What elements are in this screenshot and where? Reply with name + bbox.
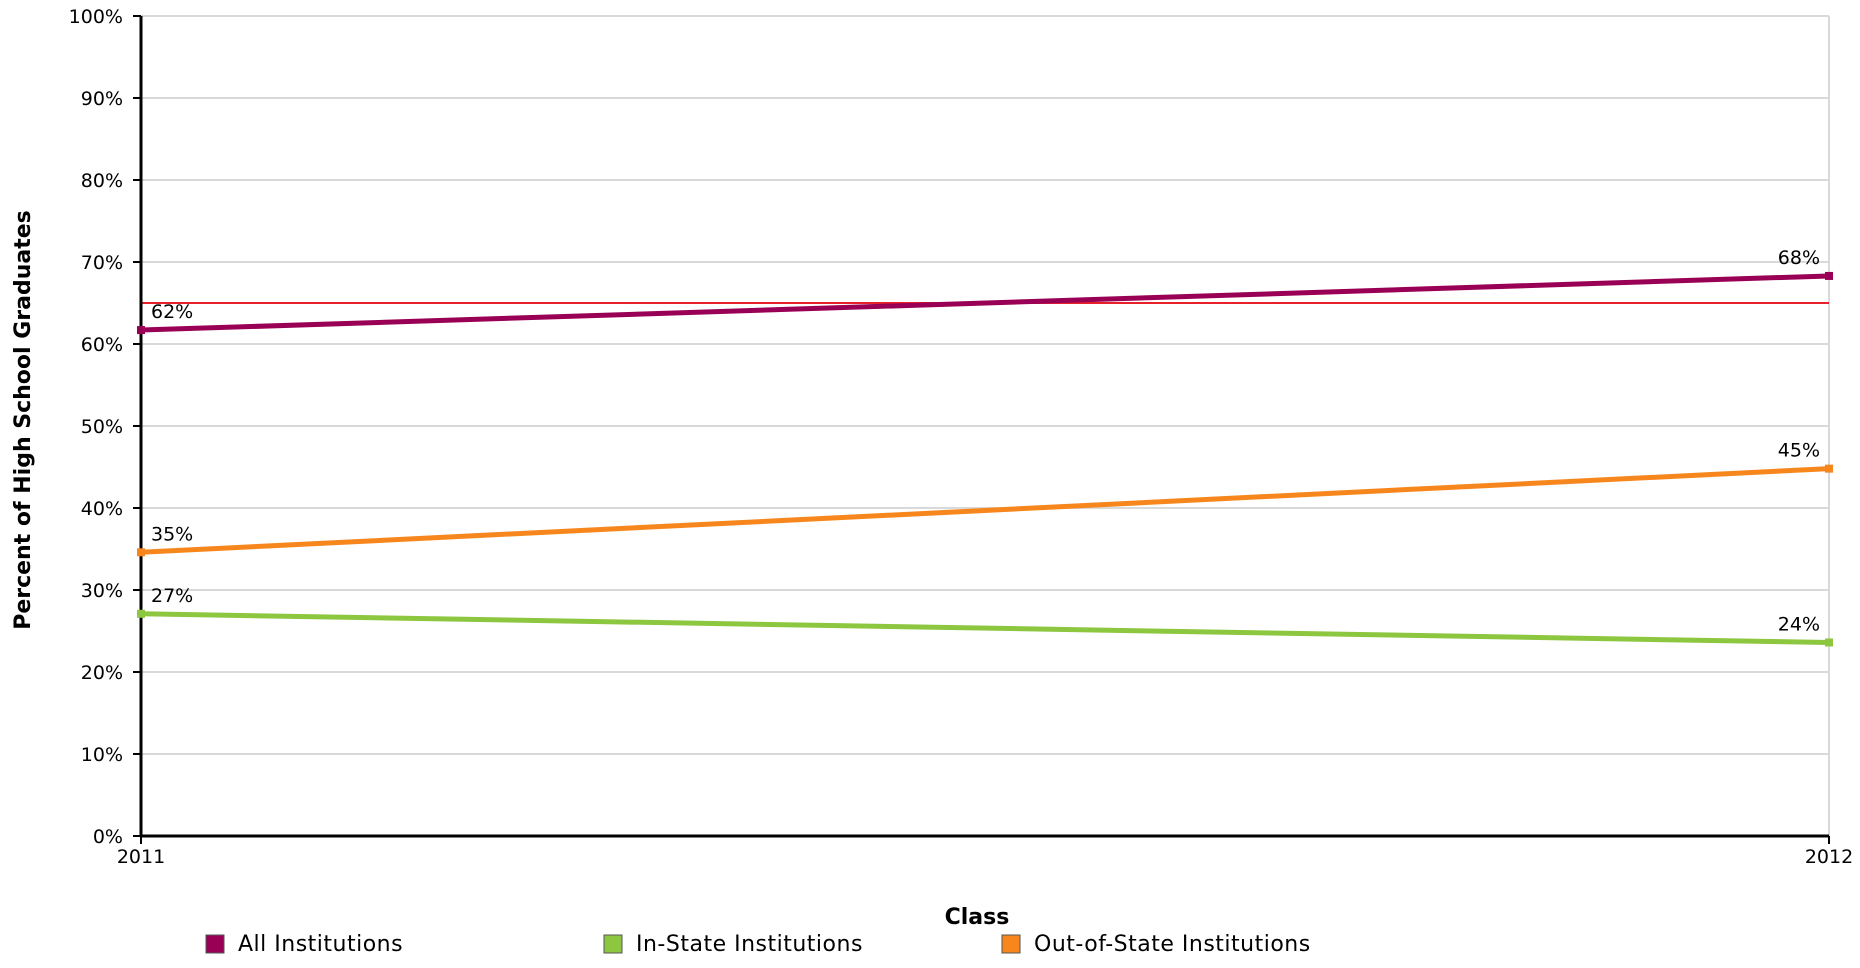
legend-swatch	[205, 934, 225, 954]
data-point	[1825, 271, 1833, 280]
y-tick-label: 30%	[81, 580, 123, 602]
data-point	[1825, 464, 1833, 473]
data-label: 35%	[151, 523, 193, 545]
legend-swatch	[1001, 934, 1021, 954]
legend-swatch	[603, 934, 623, 954]
y-tick-label: 70%	[81, 252, 123, 274]
data-label: 62%	[151, 301, 193, 323]
legend-label: In-State Institutions	[636, 932, 863, 957]
legend-label: All Institutions	[238, 932, 403, 957]
y-tick-label: 80%	[81, 170, 123, 192]
y-tick-label: 90%	[81, 88, 123, 110]
x-tick-label: 2011	[117, 846, 165, 868]
series-line	[140, 466, 1830, 555]
data-label: 27%	[151, 585, 193, 607]
data-label: 68%	[1778, 247, 1820, 269]
y-tick-label: 60%	[81, 334, 123, 356]
axes: 0% 10% 20% 30% 40% 50% 60% 70% 80% 90% 100% 2011 201…	[69, 6, 1854, 868]
data-point	[1825, 638, 1833, 647]
data-point	[137, 548, 145, 557]
data-label: 45%	[1778, 440, 1820, 462]
y-tick-label: 50%	[81, 416, 123, 438]
series-line	[140, 273, 1830, 333]
data-labels: 62% 68% 27% 24% 35% 45%	[151, 247, 1820, 636]
y-tick-label: 20%	[81, 662, 123, 684]
y-tick-label: 0%	[93, 826, 123, 848]
data-point	[137, 609, 145, 618]
legend: All Institutions In-State Institutions Out…	[205, 932, 1311, 957]
series-lines	[137, 271, 1833, 647]
series-line	[140, 611, 1830, 645]
data-label: 24%	[1778, 613, 1820, 635]
data-point	[137, 326, 145, 335]
legend-label: Out-of-State Institutions	[1034, 932, 1311, 957]
y-tick-label: 10%	[81, 744, 123, 766]
x-tick-label: 2012	[1805, 846, 1853, 868]
gridlines	[141, 15, 1830, 836]
y-tick-label: 100%	[69, 6, 123, 28]
x-axis-title: Class	[945, 905, 1010, 930]
y-tick-label: 40%	[81, 498, 123, 520]
y-axis-title: Percent of High School Graduates	[11, 210, 36, 630]
